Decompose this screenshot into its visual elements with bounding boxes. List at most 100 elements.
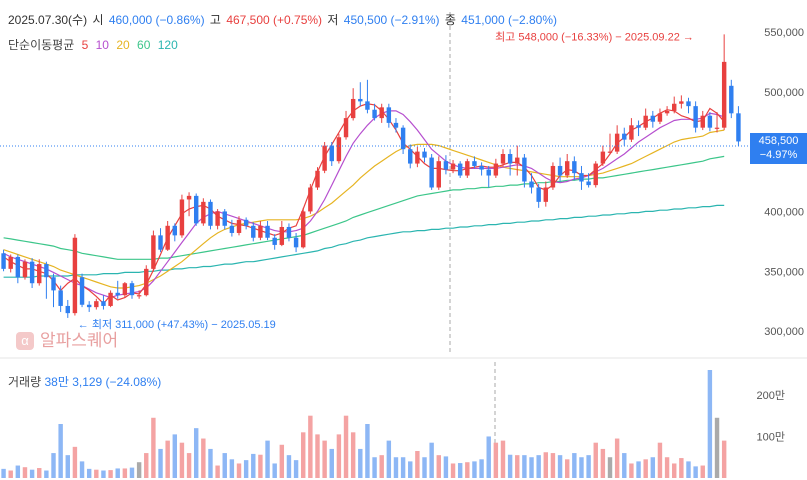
volume-bar	[101, 470, 106, 478]
volume-bar	[1, 468, 6, 478]
volume-bar	[172, 434, 178, 478]
candle-body	[636, 125, 641, 128]
volume-bars	[1, 370, 727, 478]
candle-body	[379, 107, 384, 119]
moving-average-legend[interactable]: 단순이동평균 5 10 20 60 120	[8, 36, 182, 53]
price-tick-label: 400,000	[764, 206, 804, 218]
volume-bar	[372, 457, 377, 478]
candle-body	[522, 157, 527, 182]
volume-bar	[457, 463, 463, 478]
candle-body	[279, 226, 285, 245]
candle-body	[243, 219, 249, 226]
volume-bar	[186, 453, 192, 478]
volume-bar	[522, 455, 527, 478]
volume-bar	[422, 457, 427, 478]
candle-body	[415, 151, 420, 164]
candle-body	[693, 106, 698, 128]
candle-body	[550, 165, 556, 188]
candle-body	[436, 161, 441, 188]
volume-bar	[465, 462, 470, 478]
ma-60-line	[3, 155, 725, 260]
ma-120-label[interactable]: 120	[157, 38, 178, 52]
volume-bar	[193, 428, 199, 478]
candle-body	[686, 101, 691, 107]
candle-body	[229, 225, 235, 233]
candle-body	[721, 61, 727, 128]
high-label: 고	[209, 13, 221, 27]
candle-body	[543, 187, 549, 202]
candle-body	[650, 115, 656, 122]
ohlc-header: 2025.07.30(수) 시 460,000 (−0.86%) 고 467,5…	[8, 11, 559, 28]
volume-bar	[572, 453, 577, 478]
candle-body	[672, 103, 677, 111]
volume-bar	[265, 440, 270, 478]
volume-bar	[657, 442, 663, 478]
ma-60-label[interactable]: 60	[137, 38, 151, 52]
candle-body	[579, 173, 584, 182]
candle-body	[714, 127, 720, 129]
volume-bar	[436, 455, 441, 478]
volume-bar	[79, 461, 85, 478]
candle-body	[301, 211, 306, 248]
low-label: 저	[327, 13, 339, 27]
candle-body	[65, 305, 70, 314]
ma-20-line	[3, 129, 725, 289]
candle-body	[22, 261, 28, 278]
max-price-annotation: 최고 548,000 (−16.33%) − 2025.09.22 →	[495, 30, 694, 43]
volume-bar	[58, 424, 63, 478]
volume-bar	[721, 440, 727, 478]
volume-bar	[293, 460, 299, 478]
candle-body	[79, 277, 85, 305]
candle-body	[400, 127, 406, 150]
volume-bar	[15, 465, 21, 478]
current-price-value: 458,500	[758, 135, 799, 147]
candle-body	[493, 163, 499, 176]
volume-bar	[350, 432, 356, 478]
volume-bar	[707, 370, 713, 478]
volume-bar	[593, 442, 598, 478]
volume-bar	[686, 461, 691, 478]
candle-body	[443, 161, 449, 170]
candle-body	[1, 253, 6, 269]
candle-body	[572, 161, 577, 174]
volume-bar	[215, 465, 220, 478]
close-label: 종	[444, 13, 456, 27]
candle-body	[94, 301, 99, 308]
volume-bar	[151, 417, 156, 478]
candle-body	[179, 199, 185, 236]
volume-bar	[400, 457, 406, 478]
candle-body	[72, 237, 78, 314]
volume-bar	[607, 457, 613, 478]
volume-bar	[279, 444, 285, 478]
candle-body	[15, 256, 21, 278]
candle-body	[457, 163, 463, 176]
candle-body	[208, 201, 213, 226]
ma-5-label[interactable]: 5	[81, 38, 89, 52]
volume-bar	[251, 453, 256, 478]
candle-body	[372, 109, 377, 119]
volume-bar	[714, 417, 720, 478]
alphasquare-logo: α 알파스퀘어	[16, 326, 118, 351]
volume-bar	[600, 448, 606, 478]
volume-bar	[500, 440, 506, 478]
candle-body	[251, 225, 256, 238]
candle-body	[286, 226, 292, 238]
volume-bar	[329, 448, 334, 478]
ma-10-label[interactable]: 10	[95, 38, 109, 52]
volume-bar	[236, 463, 242, 478]
volume-bar	[136, 462, 142, 478]
volume-bar	[450, 463, 456, 478]
candle-body	[736, 113, 741, 142]
volume-bar	[272, 463, 277, 478]
volume-bar	[379, 455, 384, 478]
candle-body	[614, 133, 620, 152]
candle-body	[193, 195, 199, 224]
volume-bar	[579, 457, 584, 478]
ma-20-label[interactable]: 20	[116, 38, 130, 52]
candle-body	[408, 149, 413, 164]
candle-body	[172, 225, 178, 236]
volume-bar	[243, 460, 249, 478]
volume-bar	[129, 467, 135, 478]
volume-tick-label: 200만	[757, 389, 785, 402]
